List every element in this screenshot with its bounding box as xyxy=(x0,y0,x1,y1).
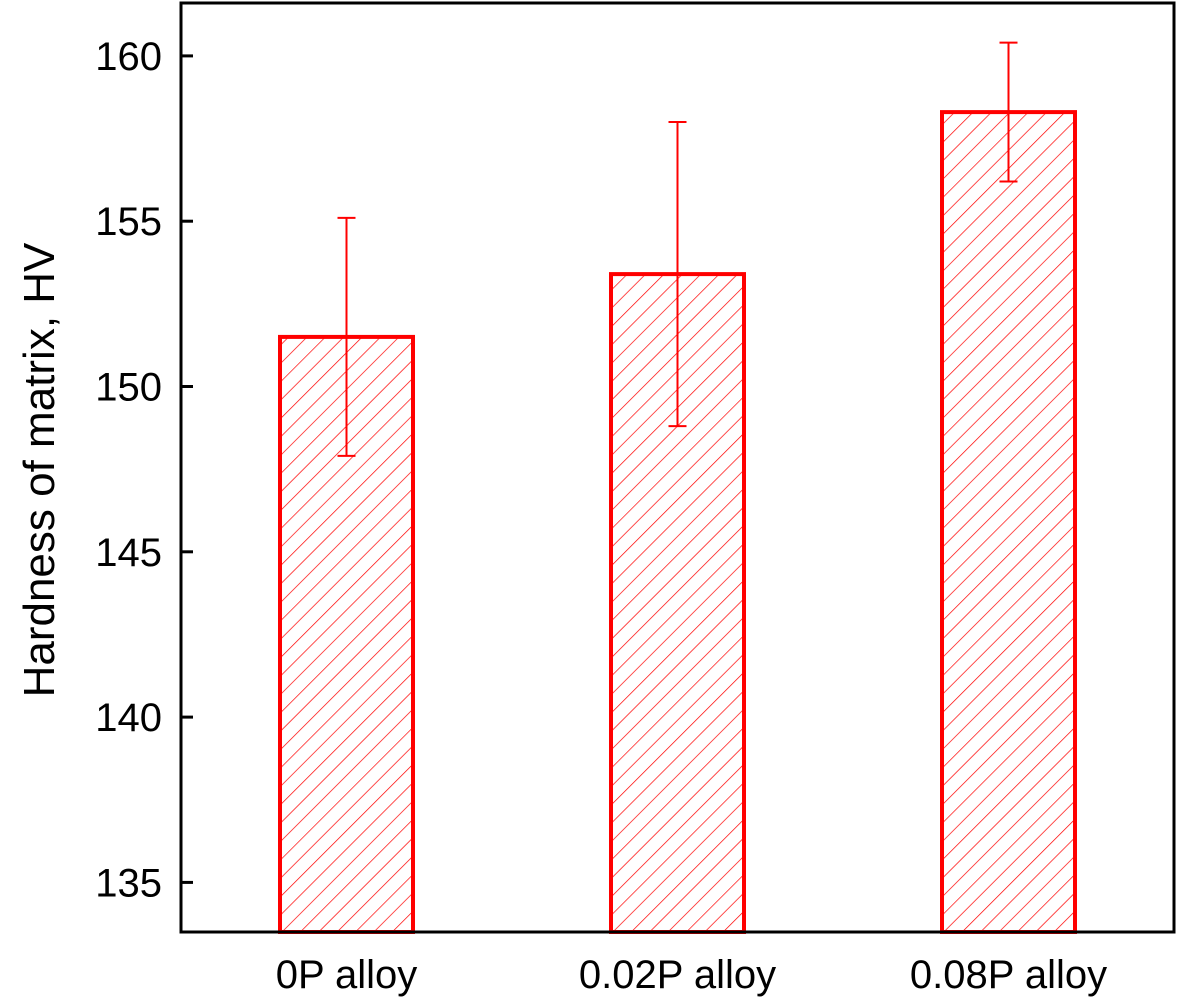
y-tick-label: 140 xyxy=(95,696,162,740)
error-bars-layer xyxy=(337,41,1018,457)
error-bar-0 xyxy=(337,216,356,457)
plot-area-frame xyxy=(179,1,1176,934)
error-bar-2 xyxy=(999,41,1018,183)
y-axis: 135 140 145 150 155 160 xyxy=(95,35,193,905)
y-tick-label: 145 xyxy=(95,531,162,575)
y-tick-label: 155 xyxy=(95,200,162,244)
y-axis-title: Hardness of matrix, HV xyxy=(15,242,64,697)
bar-2 xyxy=(940,110,1077,934)
y-tick-label: 150 xyxy=(95,366,162,410)
x-tick-label: 0.08P alloy xyxy=(910,953,1107,997)
y-tick-label: 160 xyxy=(95,35,162,79)
x-tick-label: 0.02P alloy xyxy=(579,953,776,997)
error-bar-1 xyxy=(668,121,687,428)
x-axis: 0P alloy 0.02P alloy 0.08P alloy xyxy=(276,953,1107,997)
y-tick-label: 135 xyxy=(95,861,162,905)
x-tick-label: 0P alloy xyxy=(276,953,418,997)
